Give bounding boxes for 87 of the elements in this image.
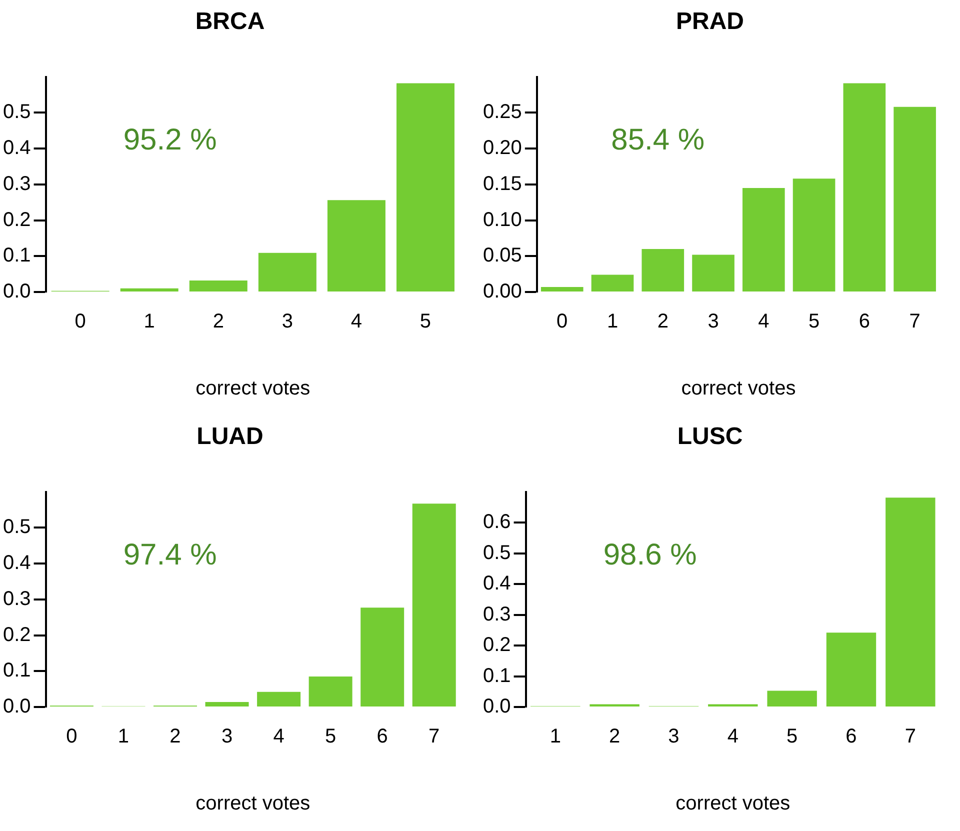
x-tick-label: 5 [808,310,820,333]
x-tick-label: 7 [909,310,920,333]
x-tick-label: 2 [657,310,668,333]
x-tick-label: 2 [608,726,620,748]
x-tick-label: 4 [350,310,362,333]
x-tick-label: 7 [428,726,440,748]
bar [894,106,936,292]
x-axis-title: correct votes [196,792,310,815]
y-tick-label: 0.05 [482,244,522,267]
x-tick-label: 4 [727,726,738,748]
bar [308,676,352,706]
bar [826,632,876,706]
x-axis-title: correct votes [196,378,310,400]
y-tick-label: 0.20 [482,137,522,160]
annotation: 85.4 % [611,124,705,157]
annotation: 98.6 % [603,538,697,572]
x-tick-label: 1 [550,726,561,748]
y-tick-label: 0.25 [482,101,522,124]
bar [886,498,936,706]
chart-title: BRCA [195,8,265,36]
x-axis-title: correct votes [676,792,790,815]
bar [258,252,316,292]
bar [205,702,249,706]
x-tick-label: 3 [708,310,719,333]
bar [327,200,386,292]
x-tick-label: 3 [221,726,233,748]
y-tick-label: 0.4 [482,572,511,595]
y-tick-label: 0.3 [2,588,31,610]
x-tick-label: 5 [420,310,432,333]
bar [591,274,634,292]
x-tick-label: 1 [606,310,618,333]
bar [843,83,886,292]
annotation: 95.2 % [123,124,217,157]
y-tick-label: 0.2 [2,208,31,231]
bar [120,288,178,292]
y-tick-label: 0.6 [482,511,511,534]
y-tick-label: 0.00 [482,280,522,303]
y-tick-label: 0.15 [482,172,522,195]
x-tick-label: 2 [170,726,181,748]
x-tick-label: 5 [786,726,798,748]
x-tick-label: 6 [846,726,857,748]
x-tick-label: 1 [144,310,155,333]
x-tick-label: 3 [282,310,293,333]
bar [792,178,836,292]
x-tick-label: 6 [858,310,870,333]
y-tick-label: 0.2 [2,624,31,646]
bar [189,280,248,292]
y-tick-label: 0.0 [2,280,31,303]
x-tick-label: 0 [556,310,568,333]
y-tick-label: 0.1 [2,660,31,682]
y-tick-label: 0.4 [2,137,31,160]
x-tick-label: 5 [325,726,336,748]
x-tick-label: 1 [118,726,130,748]
y-tick-label: 0.5 [2,516,31,538]
y-tick-label: 0.0 [2,696,31,718]
annotation: 97.4 % [123,538,217,572]
y-tick-label: 0.0 [482,696,511,718]
bar [642,248,684,292]
y-tick-label: 0.2 [482,634,511,656]
y-tick-label: 0.1 [482,664,511,687]
bar [767,690,817,706]
y-tick-label: 0.5 [2,101,31,124]
y-tick-label: 0.4 [2,552,31,574]
bar [412,504,456,706]
chart-title: LUSC [677,423,743,450]
x-tick-label: 0 [74,310,86,333]
y-tick-label: 0.1 [2,244,31,267]
y-tick-label: 0.3 [2,172,31,195]
x-tick-label: 4 [273,726,284,748]
x-tick-label: 2 [212,310,224,333]
bar [257,692,301,706]
bar [540,286,584,292]
x-tick-label: 0 [66,726,78,748]
bar [692,254,734,292]
bar [396,83,454,292]
x-tick-label: 6 [376,726,388,748]
x-axis-title: correct votes [681,378,796,400]
y-tick-label: 0.5 [482,542,511,564]
x-tick-label: 3 [668,726,680,748]
x-tick-label: 7 [904,726,916,748]
y-tick-label: 0.10 [482,208,522,231]
bar [360,608,404,706]
chart-title: LUAD [196,423,264,450]
chart-title: PRAD [676,8,744,36]
x-tick-label: 4 [758,310,770,333]
bar [742,188,785,292]
y-tick-label: 0.3 [482,603,511,626]
